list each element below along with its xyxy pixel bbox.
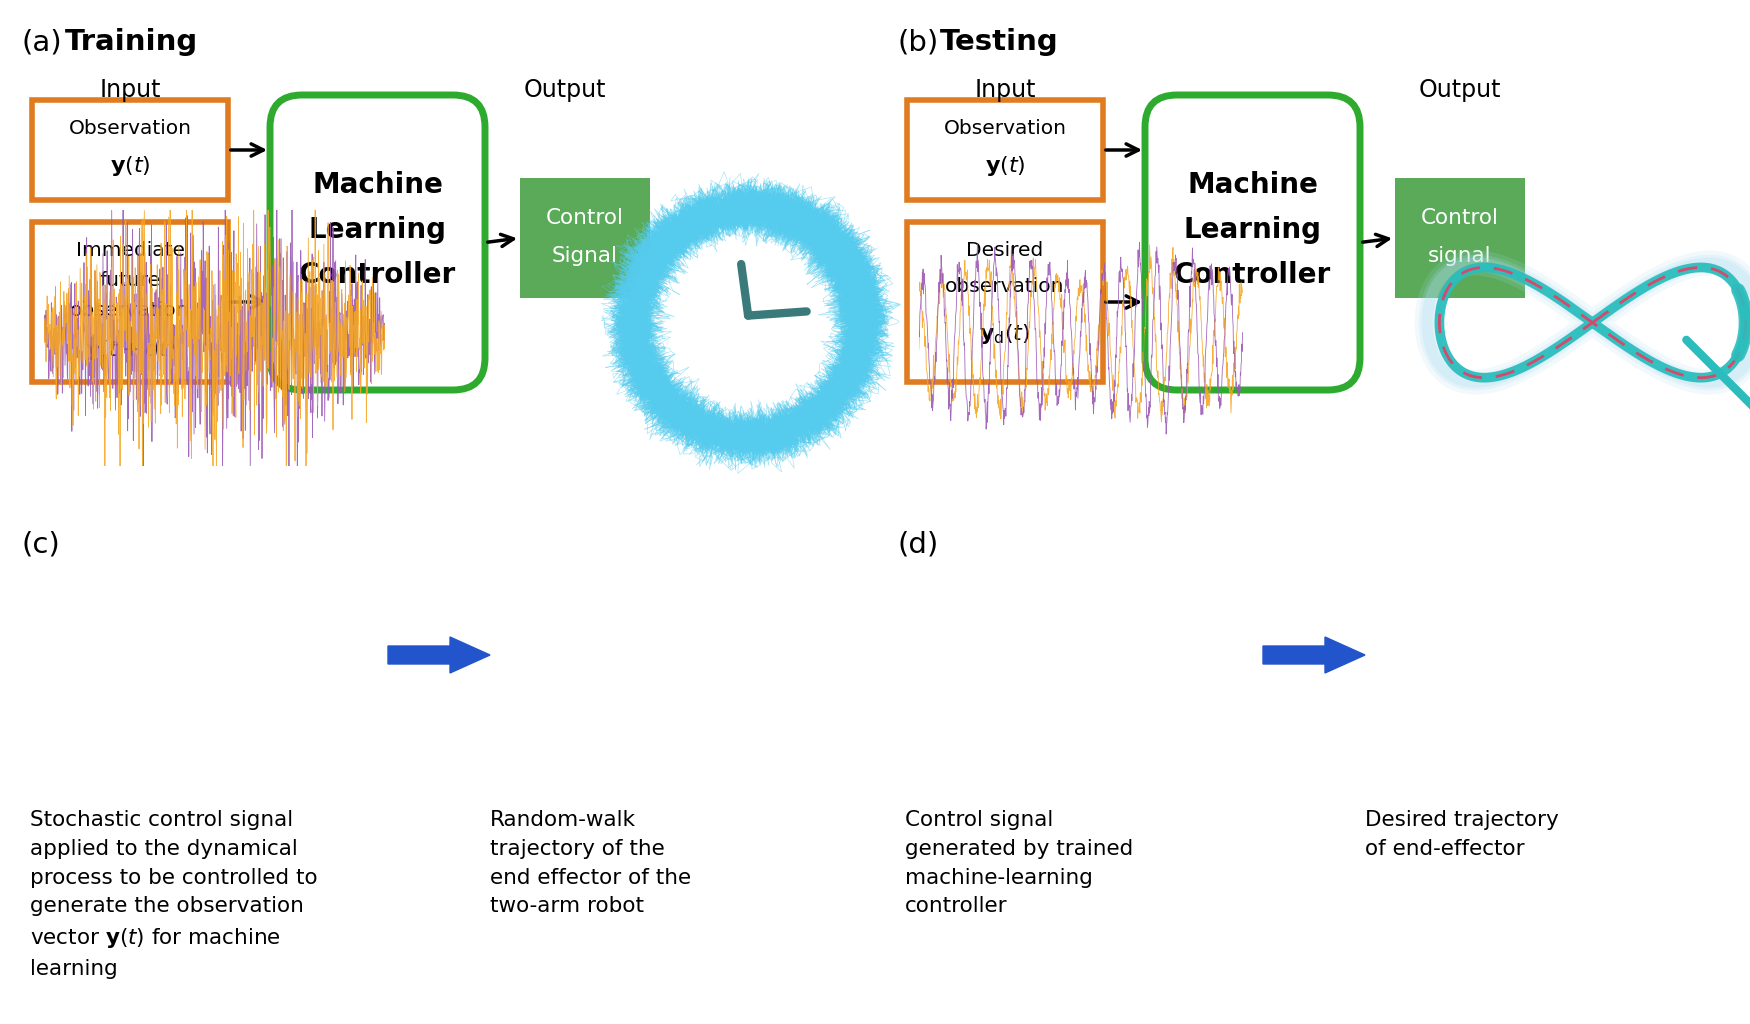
Text: Input: Input — [975, 78, 1036, 102]
Bar — [906, 222, 1102, 382]
Text: future: future — [100, 270, 161, 290]
Text: Signal: Signal — [551, 246, 618, 266]
Text: (c): (c) — [23, 530, 61, 558]
Polygon shape — [1264, 637, 1365, 673]
Text: Control: Control — [546, 208, 625, 228]
Text: Output: Output — [1419, 78, 1501, 102]
Bar — [906, 100, 1102, 200]
Text: Random-walk
trajectory of the
end effector of the
two-arm robot: Random-walk trajectory of the end effect… — [490, 810, 691, 916]
Text: Stochastic control signal
applied to the dynamical
process to be controlled to
g: Stochastic control signal applied to the… — [30, 810, 318, 979]
Text: Desired: Desired — [966, 241, 1043, 259]
Text: Machine: Machine — [1186, 171, 1318, 199]
Text: Learning: Learning — [308, 216, 446, 244]
Bar — [31, 222, 228, 382]
Text: $\mathbf{y}(t + dt)$: $\mathbf{y}(t + dt)$ — [84, 338, 175, 362]
Text: signal: signal — [1428, 246, 1491, 266]
Text: Testing: Testing — [940, 28, 1059, 56]
Text: Immediate: Immediate — [75, 241, 184, 259]
FancyBboxPatch shape — [1144, 95, 1360, 390]
Text: Learning: Learning — [1183, 216, 1321, 244]
Text: $\mathbf{y}_{\mathrm{d}}(t)$: $\mathbf{y}_{\mathrm{d}}(t)$ — [980, 322, 1031, 346]
Text: $\mathbf{y}(t)$: $\mathbf{y}(t)$ — [985, 154, 1026, 178]
Text: Output: Output — [523, 78, 606, 102]
Text: Controller: Controller — [299, 261, 457, 289]
Text: Control: Control — [1421, 208, 1500, 228]
Bar — [31, 100, 228, 200]
Text: Machine: Machine — [312, 171, 443, 199]
Text: (d): (d) — [898, 530, 938, 558]
Text: observation: observation — [70, 300, 189, 319]
Text: (a): (a) — [23, 28, 63, 56]
Polygon shape — [388, 637, 490, 673]
Text: $\mathbf{y}(t)$: $\mathbf{y}(t)$ — [110, 154, 150, 178]
Text: Controller: Controller — [1174, 261, 1332, 289]
Text: Observation: Observation — [68, 119, 191, 137]
Text: Training: Training — [65, 28, 198, 56]
Text: Input: Input — [100, 78, 161, 102]
Text: (b): (b) — [898, 28, 938, 56]
FancyBboxPatch shape — [270, 95, 485, 390]
Text: observation: observation — [945, 276, 1064, 296]
Bar — [1395, 178, 1524, 298]
Text: Desired trajectory
of end-effector: Desired trajectory of end-effector — [1365, 810, 1559, 859]
Bar — [520, 178, 649, 298]
Text: Observation: Observation — [943, 119, 1066, 137]
Text: Control signal
generated by trained
machine-learning
controller: Control signal generated by trained mach… — [905, 810, 1134, 916]
